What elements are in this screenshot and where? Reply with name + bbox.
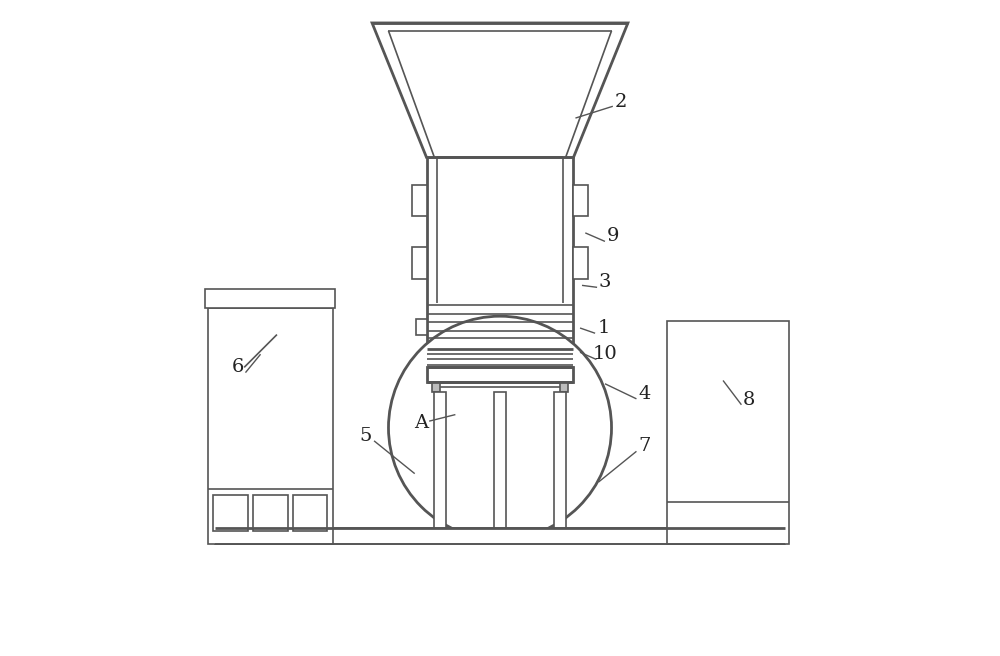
Text: 1: 1 [597, 319, 610, 337]
Bar [412, 185, 427, 216]
Text: 8: 8 [743, 391, 755, 409]
Text: 9: 9 [607, 227, 619, 245]
Bar [494, 392, 506, 539]
Text: 3: 3 [599, 273, 611, 291]
Bar [427, 367, 573, 382]
Circle shape [388, 316, 612, 539]
Bar [293, 495, 327, 531]
Text: 6: 6 [231, 358, 244, 377]
Bar [554, 392, 566, 539]
Polygon shape [372, 23, 628, 157]
Bar [416, 319, 427, 335]
Bar [573, 247, 588, 279]
Bar [427, 157, 573, 349]
Bar [573, 185, 588, 216]
Text: 10: 10 [593, 345, 617, 363]
Text: 7: 7 [638, 437, 651, 455]
Text: 4: 4 [638, 384, 651, 403]
Text: A: A [414, 414, 428, 432]
Bar [215, 528, 785, 544]
Bar [432, 382, 440, 392]
Bar [667, 321, 789, 544]
Bar [208, 308, 333, 544]
Bar [205, 289, 335, 308]
Text: 2: 2 [615, 92, 628, 111]
Bar [412, 247, 427, 279]
Bar [560, 382, 568, 392]
Bar [434, 392, 446, 539]
Text: 5: 5 [359, 427, 372, 445]
Bar [213, 495, 248, 531]
Bar [253, 495, 288, 531]
